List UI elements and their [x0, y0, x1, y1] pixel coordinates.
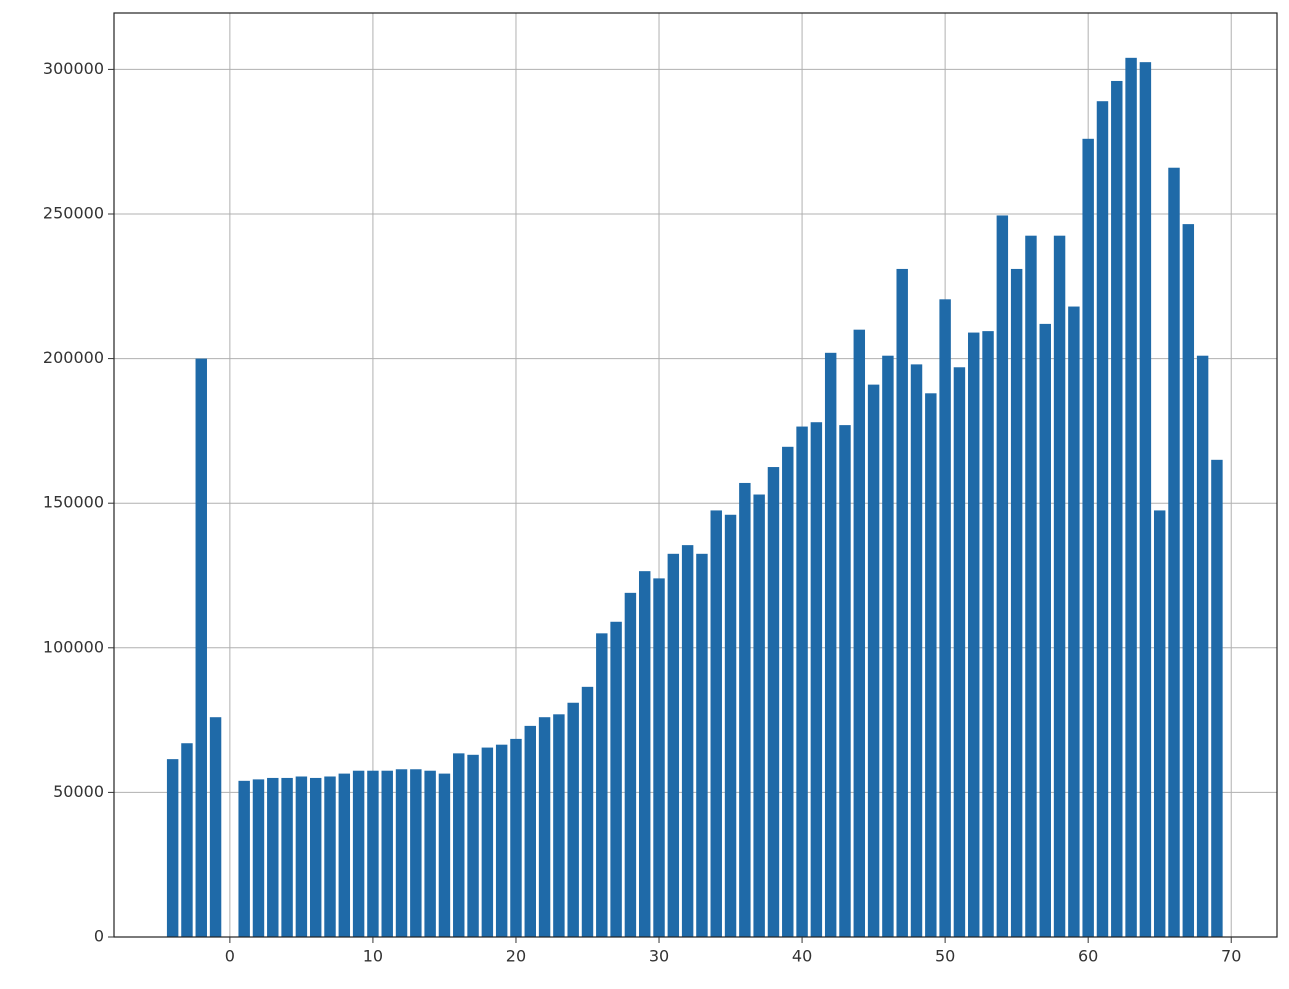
bar: [1010, 268, 1023, 937]
bar: [195, 358, 207, 937]
x-tick-label: 70: [1221, 947, 1241, 966]
bar: [352, 770, 365, 937]
bar: [1196, 355, 1209, 937]
x-tick-label: 40: [792, 947, 812, 966]
x-tick-label: 50: [935, 947, 955, 966]
x-tick-label: 0: [225, 947, 235, 966]
bar: [438, 773, 451, 937]
bar: [338, 773, 351, 937]
bar: [767, 467, 780, 937]
bar: [925, 393, 937, 937]
x-tick-label: 20: [506, 947, 526, 966]
bar: [939, 299, 951, 938]
bar: [1068, 306, 1080, 937]
bar: [953, 367, 966, 937]
bar: [424, 770, 436, 937]
bar: [1153, 510, 1166, 937]
y-tick-label: 200000: [43, 348, 104, 367]
bar: [1053, 235, 1066, 938]
bar: [238, 780, 250, 937]
bar: [1125, 57, 1137, 937]
bar: [524, 725, 536, 937]
bar: [882, 355, 894, 937]
bar: [696, 553, 708, 937]
bar: [739, 482, 751, 937]
bar: [453, 753, 465, 937]
axes-frame: [113, 12, 1278, 938]
x-tick-label: 60: [1078, 947, 1098, 966]
bar: [681, 545, 694, 937]
bar: [309, 777, 322, 937]
bar: [1168, 167, 1180, 937]
bar: [982, 331, 994, 937]
bar: [610, 621, 622, 937]
y-tick-label: 50000: [53, 782, 104, 801]
bar: [596, 633, 608, 937]
bar: [839, 425, 851, 937]
bar: [624, 592, 637, 937]
bar: [1182, 224, 1195, 937]
bar: [553, 714, 565, 937]
bar: [667, 553, 680, 937]
bar: [381, 770, 393, 937]
bar: [166, 759, 179, 937]
bar: [281, 777, 293, 937]
bar: [710, 510, 722, 937]
bar: [910, 364, 923, 938]
y-tick-label: 100000: [43, 637, 104, 656]
y-tick-label: 300000: [43, 59, 104, 78]
label-layer: 0 50000 100000 150000 200000 250000 300000 0 10 2…: [43, 59, 1241, 966]
bar: [753, 494, 765, 937]
bar: [295, 776, 308, 937]
bar: [1096, 101, 1109, 938]
bar: [1039, 323, 1051, 937]
bar: [796, 426, 808, 937]
bar: [395, 769, 408, 937]
bar: [996, 215, 1009, 938]
bar: [867, 384, 880, 938]
bar: [209, 717, 222, 937]
y-tick-label: 0: [94, 927, 104, 946]
bar: [853, 329, 866, 938]
bar: [1211, 459, 1223, 937]
y-tick-label: 250000: [43, 203, 104, 222]
bar: [467, 754, 479, 937]
bar: [581, 686, 594, 937]
bar: [367, 770, 379, 937]
bar-layer: [166, 57, 1223, 938]
bar: [896, 268, 908, 937]
bar: [724, 514, 737, 937]
bar: [824, 352, 837, 937]
y-tick-label: 150000: [43, 493, 104, 512]
bar: [181, 743, 193, 937]
bar: [968, 332, 980, 937]
bar: [252, 779, 265, 937]
bar: [267, 777, 279, 937]
bar: [481, 747, 494, 937]
bar: [510, 738, 522, 937]
bar: [538, 717, 551, 937]
bar: [324, 776, 336, 937]
bar: [1082, 138, 1094, 938]
bar: [410, 769, 422, 937]
bar: [810, 422, 823, 937]
bar: [638, 571, 651, 937]
bar: [1025, 235, 1037, 938]
bar: [1139, 62, 1152, 938]
x-tick-label: 30: [649, 947, 669, 966]
x-tick-label: 10: [363, 947, 383, 966]
bar: [653, 578, 665, 937]
bar: [567, 702, 579, 937]
bar: [1111, 80, 1123, 937]
bar: [782, 446, 794, 937]
bar: [495, 744, 508, 937]
